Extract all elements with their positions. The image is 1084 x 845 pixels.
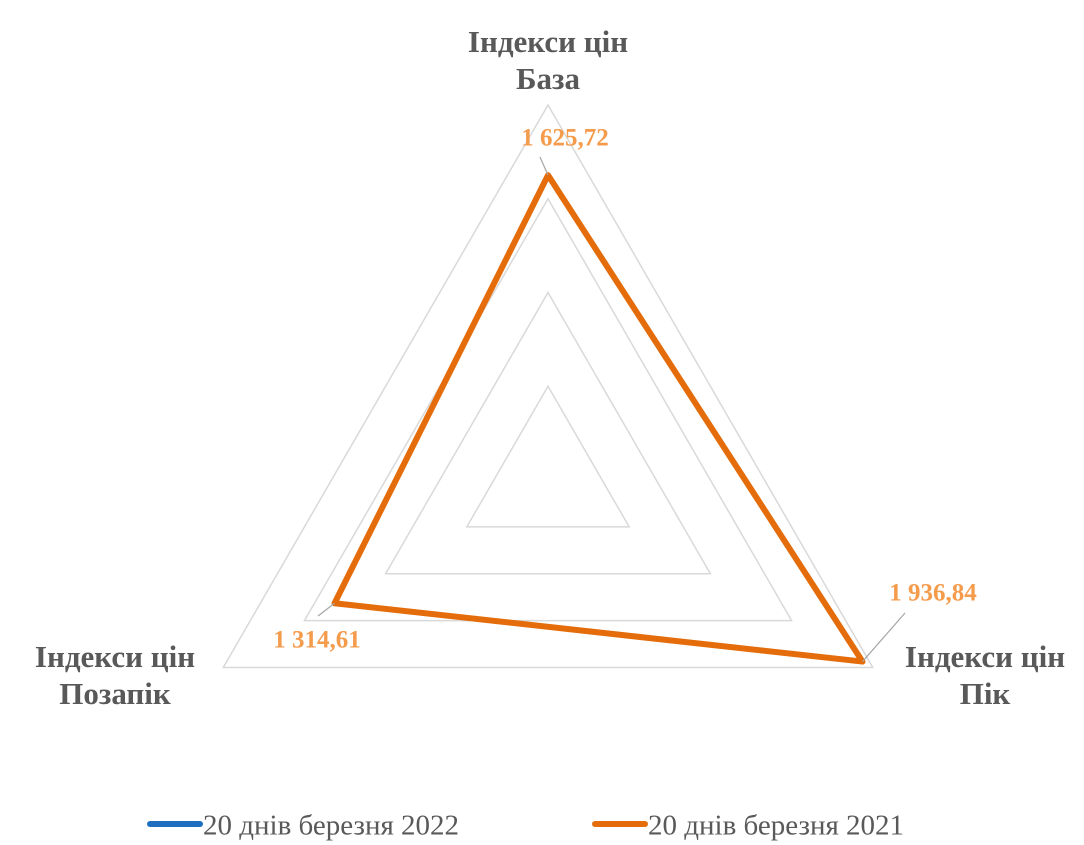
leader-line — [317, 602, 335, 617]
data-label: 1 936,84 — [889, 580, 977, 607]
leader-line — [539, 156, 549, 176]
series-line — [331, 172, 866, 665]
grid-line — [221, 103, 875, 669]
data-label: 1 625,72 — [521, 125, 609, 152]
legend-label: 20 днів березня 2022 — [203, 810, 459, 842]
legend-label: 20 днів березня 2021 — [648, 810, 904, 842]
grid-line — [384, 290, 712, 575]
category-label: Індекси цін База — [468, 24, 628, 96]
category-label: Індекси цін Позапік — [35, 639, 195, 711]
grid-line — [465, 384, 631, 528]
leader-line — [862, 612, 906, 662]
category-label: Індекси цін Пік — [905, 639, 1065, 711]
grid-line — [303, 197, 793, 622]
data-label: 1 314,61 — [273, 627, 361, 654]
